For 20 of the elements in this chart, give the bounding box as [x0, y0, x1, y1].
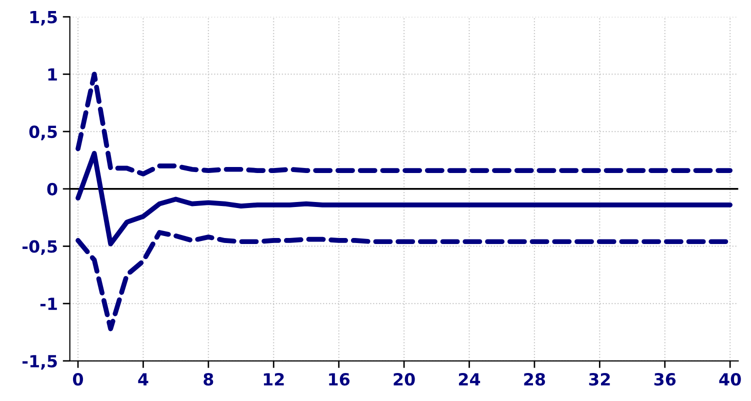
y-tick-label: -1	[40, 298, 57, 310]
y-tick-label: -1,5	[22, 355, 57, 370]
x-tick-label: 0	[72, 373, 83, 386]
x-tick-label: 36	[654, 373, 676, 386]
y-tick-label: 0,5	[29, 125, 57, 140]
y-tick-label: -0,5	[22, 240, 57, 255]
x-tick-label: 8	[204, 373, 214, 386]
x-tick-label: 40	[719, 373, 741, 386]
x-tick-label: 24	[458, 373, 480, 386]
x-tick-label: 28	[524, 373, 546, 386]
x-tick-label: 16	[329, 373, 350, 386]
y-tick-label: 1	[48, 68, 57, 81]
x-tick-label: 20	[394, 373, 415, 386]
line-series	[76, 150, 733, 246]
y-tick-label: 0	[47, 182, 58, 196]
line-series	[76, 72, 733, 176]
y-tick-label: 1,5	[30, 11, 57, 26]
x-tick-label: 4	[138, 373, 148, 386]
x-tick-label: 12	[264, 373, 284, 386]
x-tick-label: 32	[589, 373, 610, 386]
